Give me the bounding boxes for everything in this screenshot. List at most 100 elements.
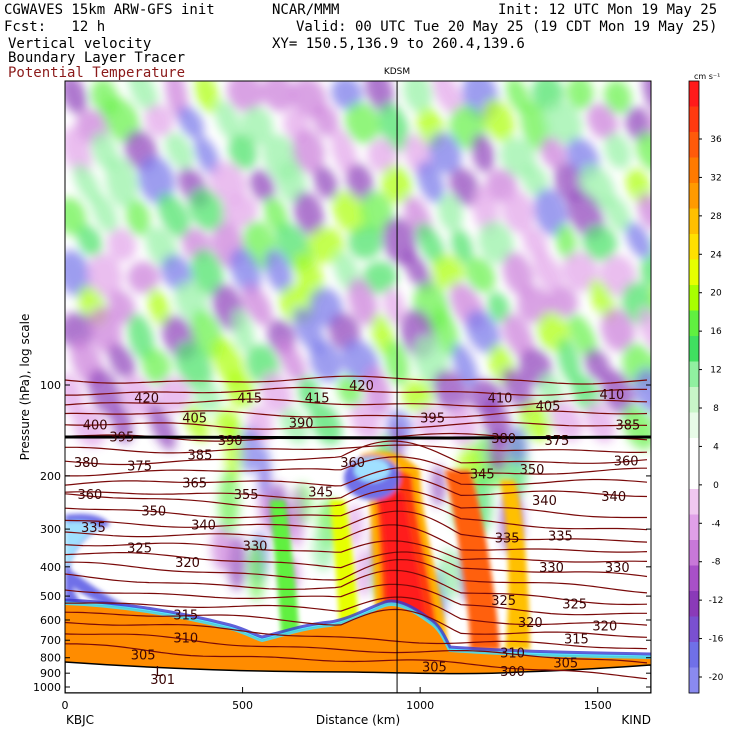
wave-blob	[291, 486, 304, 549]
wave-blob	[415, 406, 447, 440]
wave-blob	[127, 313, 155, 361]
wave-blob	[120, 375, 156, 418]
theta-label: 310	[173, 631, 198, 646]
colorbar-swatch	[689, 514, 699, 541]
theta-label: 410	[488, 392, 513, 407]
wave-blob	[177, 106, 204, 139]
colorbar-tick-label: 8	[713, 404, 719, 414]
y-tick-label: 200	[40, 470, 61, 483]
wave-blob	[65, 311, 95, 349]
theta-label: 410	[600, 388, 625, 403]
theta-contour-line	[65, 488, 647, 519]
colorbar-swatch	[689, 642, 699, 668]
colorbar-swatch	[689, 412, 699, 439]
wave-blob	[142, 348, 171, 385]
wave-blob	[646, 222, 693, 269]
x-axis-label: Distance (km)	[316, 713, 400, 727]
colorbar-tick-label: 24	[710, 250, 722, 260]
theta-label: 340	[532, 494, 557, 509]
wave-blob	[297, 376, 320, 410]
theta-label: 335	[548, 529, 573, 544]
wave-blob	[555, 224, 577, 261]
colorbar-swatch	[689, 489, 699, 515]
wave-blob	[332, 191, 368, 234]
x-tick-label: 0	[62, 699, 69, 712]
wave-blob	[125, 199, 151, 237]
wave-blob	[350, 401, 381, 441]
theta-label: 400	[83, 418, 108, 433]
wave-blob	[428, 132, 462, 174]
wave-blob	[337, 375, 363, 407]
theta-contour-line	[65, 569, 648, 606]
theta-label: 345	[470, 467, 495, 482]
x-tick-label: 1500	[584, 699, 612, 712]
wave-blob	[367, 138, 398, 173]
colorbar-swatch	[689, 81, 699, 107]
y-tick-label: 800	[40, 652, 61, 665]
tropopause-line	[65, 435, 651, 440]
colorbar-tick-label: 16	[710, 327, 722, 337]
theta-label: 420	[134, 392, 159, 407]
init-time: Init: 12 UTC Mon 19 May 25	[498, 2, 718, 18]
wave-blob	[646, 276, 688, 333]
model-title: CGWAVES 15km ARW-GFS init	[4, 2, 215, 18]
theta-label: 340	[191, 519, 216, 534]
y-tick-label: 300	[40, 523, 61, 536]
colorbar-tick-label: 36	[710, 135, 722, 145]
colorbar-tick-label: -16	[709, 635, 724, 645]
theta-contour-line	[65, 375, 648, 385]
wave-blob	[144, 104, 174, 137]
wave-blob	[194, 81, 220, 114]
wave-blob	[293, 307, 325, 354]
theta-label: 380	[491, 432, 516, 447]
colorbar-swatch	[689, 361, 699, 388]
y-tick-label: 500	[40, 590, 61, 603]
theta-label: 350	[520, 463, 545, 478]
wave-blob	[502, 190, 535, 233]
wave-blob	[184, 404, 209, 442]
theta-contours	[65, 375, 648, 680]
y-tick-label: 900	[40, 667, 61, 680]
theta-contour-line	[65, 386, 647, 396]
y-axis-label: Pressure (hPa), log scale	[18, 314, 32, 461]
theta-label: 325	[127, 541, 152, 556]
wave-blob	[654, 163, 690, 208]
wave-blob	[633, 368, 651, 412]
theta-contour-line	[65, 466, 648, 487]
theta-contour-line	[65, 540, 648, 563]
wave-blob	[487, 291, 510, 324]
wave-blob	[105, 157, 138, 208]
wave-blob	[451, 229, 474, 264]
theta-label: 390	[289, 416, 314, 431]
colorbar-swatch	[689, 387, 699, 413]
theta-contour-line	[65, 596, 648, 626]
theta-contour-line	[65, 410, 648, 418]
wave-blob	[365, 81, 394, 113]
colorbar-tick-label: -12	[709, 596, 724, 606]
theta-contour-line	[65, 558, 648, 594]
wave-blob	[584, 348, 611, 382]
wave-blob	[403, 81, 433, 113]
wave-blob	[360, 191, 394, 235]
wave-blob	[649, 399, 690, 449]
wave-blob	[229, 248, 262, 294]
wave-blob	[65, 127, 92, 176]
theta-label: 360	[77, 488, 102, 503]
wave-blob	[137, 155, 175, 205]
colorbar-tick-label: -4	[712, 519, 721, 529]
wave-blob	[128, 81, 159, 112]
colorbar-swatch	[689, 310, 699, 337]
theta-label: 340	[601, 490, 626, 505]
wave-blob	[639, 254, 651, 288]
wave-blob	[502, 367, 535, 414]
wave-blob	[416, 222, 446, 266]
wave-blob	[165, 132, 194, 170]
theta-label: 395	[109, 430, 134, 445]
theta-label: 315	[564, 632, 589, 647]
wave-blob	[502, 251, 534, 296]
x-axis: 0 500 1000 1500	[62, 687, 612, 712]
wave-blob	[568, 313, 598, 360]
wave-blob	[108, 343, 136, 379]
x-tick-label: 1000	[406, 699, 434, 712]
